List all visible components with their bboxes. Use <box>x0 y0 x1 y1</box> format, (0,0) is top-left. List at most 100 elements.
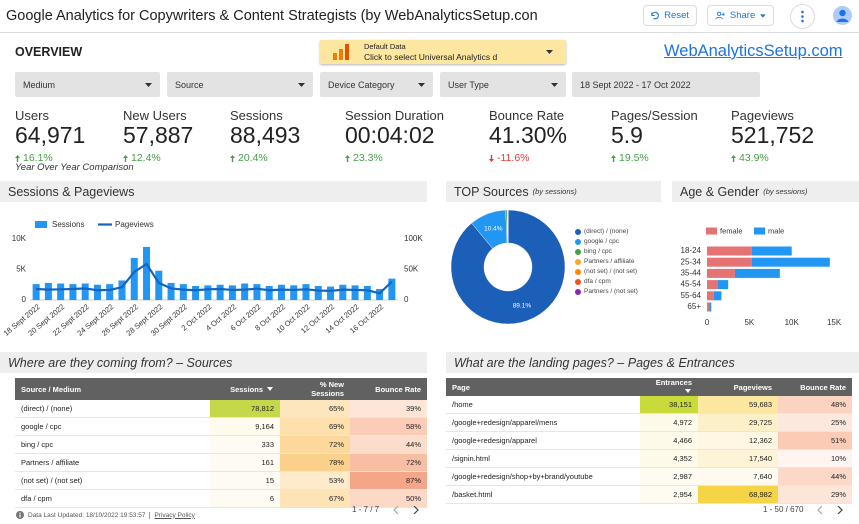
filter-dropdown[interactable]: 18 Sept 2022 - 17 Oct 2022 <box>572 72 760 97</box>
next-page[interactable] <box>413 505 419 514</box>
kpi-note: Year Over Year Comparison <box>15 162 134 173</box>
kpi-label: Pageviews <box>731 108 794 123</box>
more-icon <box>801 10 804 23</box>
caret-shape <box>145 82 152 87</box>
table-cell: 72% <box>350 453 427 472</box>
more-menu[interactable] <box>790 4 815 29</box>
change-arrow <box>611 154 616 162</box>
data-source-caret <box>546 50 553 54</box>
chevron <box>413 505 419 514</box>
legend-label: female <box>720 226 743 235</box>
slice-label: 10.4% <box>484 225 503 232</box>
table-cell: 12,362 <box>698 431 778 450</box>
legend-label: (not set) / (not set) <box>584 268 638 275</box>
caret-shape <box>418 82 425 87</box>
legend-label: male <box>768 226 784 235</box>
bar <box>265 285 273 300</box>
bar <box>130 257 138 300</box>
column-header[interactable]: Sessions <box>210 378 280 400</box>
kpi-change: 43.9% <box>731 152 814 164</box>
column-header[interactable]: % New Sessions <box>280 378 350 400</box>
table-cell: 68,982 <box>698 485 778 504</box>
kpi: Pageviews 521,752 43.9% <box>731 108 814 164</box>
table-row: /home 38,151 59,683 48% <box>446 396 852 414</box>
x-tick-label: 30 Sept 2022 <box>149 302 189 338</box>
table-cell: (direct) / (none) <box>15 400 210 418</box>
x-tick-label: 8 Oct 2022 <box>253 302 287 332</box>
previous-page[interactable] <box>817 505 823 514</box>
y-tick-label: 10K <box>12 234 27 243</box>
table-row: /google+redesign/apparel 4,466 12,362 51% <box>446 431 852 450</box>
privacy-link[interactable]: Privacy Policy <box>154 511 195 519</box>
x-tick-label: 18 Sept 2022 <box>2 302 42 338</box>
x-tick-label: 26 Sept 2022 <box>100 302 140 338</box>
table-title: What are the landing pages? – Pages & En… <box>454 355 735 370</box>
column-header-text: Bounce Rate <box>800 382 846 392</box>
x-tick-label: 15K <box>827 318 842 327</box>
table-cell: 2,987 <box>640 467 698 486</box>
filter-dropdown[interactable]: User Type <box>440 72 566 97</box>
bar <box>228 285 236 300</box>
table-cell: bing / cpc <box>15 435 210 454</box>
kpi-label: New Users <box>123 108 187 123</box>
bar <box>302 284 310 300</box>
legend-swatch <box>754 227 765 235</box>
bar <box>155 270 163 300</box>
filter-dropdown[interactable]: Device Category <box>320 72 433 97</box>
legend-item: bing / cpc <box>575 248 639 255</box>
column-header[interactable]: Bounce Rate <box>778 378 852 396</box>
previous-page[interactable] <box>393 505 399 514</box>
legend-dot <box>575 239 581 245</box>
column-header[interactable]: Entrances <box>640 378 698 396</box>
table-cell: 67% <box>280 489 350 508</box>
reset-icon <box>651 11 659 20</box>
table-cell: 17,540 <box>698 449 778 468</box>
y-tick-label: 5K <box>16 265 26 274</box>
data-source-selector[interactable]: Default Data Click to select Universal A… <box>320 40 566 64</box>
reset-button[interactable]: Reset <box>643 5 697 26</box>
bar <box>241 283 249 300</box>
table-row: /google+redesign/apparel/mens 4,972 29,725… <box>446 413 852 432</box>
column-header[interactable]: Source / Medium <box>15 378 210 400</box>
legend-swatch <box>35 221 47 228</box>
column-header-text: Source / Medium <box>21 384 82 394</box>
account-avatar[interactable] <box>833 6 852 25</box>
x-tick-label: 16 Oct 2022 <box>348 302 385 335</box>
avatar-icon <box>833 6 852 25</box>
x-tick-label: 0 <box>705 318 710 327</box>
data-source-label: Default Data <box>364 42 406 51</box>
table-cell: 4,352 <box>640 449 698 468</box>
kpi-change: 19.5% <box>611 152 698 164</box>
filter-dropdown[interactable]: Source <box>167 72 313 97</box>
bar <box>376 289 384 300</box>
kpi: Session Duration 00:04:02 23.3% <box>345 108 444 164</box>
table-cell: 333 <box>210 435 280 454</box>
bar <box>192 285 200 300</box>
bar <box>118 280 126 300</box>
legend-dot <box>575 289 581 295</box>
arrow-shape <box>345 154 350 162</box>
section-header: What are the landing pages? – Pages & En… <box>446 352 859 373</box>
table-cell: 72% <box>280 435 350 454</box>
column-header[interactable]: Page <box>446 378 640 396</box>
kpi-label: Session Duration <box>345 108 444 123</box>
chart-title: TOP Sources <box>454 184 529 199</box>
next-page[interactable] <box>837 505 844 514</box>
overview-heading: OVERVIEW <box>15 45 83 59</box>
column-header[interactable]: Pageviews <box>698 378 778 396</box>
y-category-label: 35-44 <box>681 269 702 278</box>
x-tick-label: 22 Sept 2022 <box>51 302 91 338</box>
share-button[interactable]: Share <box>707 5 774 26</box>
y2-tick-label: 0 <box>404 295 409 304</box>
bar <box>253 284 261 300</box>
kpi-value: 5.9 <box>611 122 643 148</box>
table-cell: 25% <box>778 413 852 432</box>
column-header[interactable]: Bounce Rate <box>350 378 427 400</box>
legend-label: (direct) / (none) <box>584 228 629 235</box>
filter-dropdown[interactable]: Medium <box>15 72 160 97</box>
legend-label: Partners / affiliate <box>584 258 635 265</box>
pagination-label: 1 - 50 / 670 <box>763 505 804 514</box>
site-link[interactable]: WebAnalyticsSetup.com <box>664 42 843 60</box>
x-tick-label: 10 Oct 2022 <box>274 302 311 335</box>
bar <box>277 284 285 300</box>
